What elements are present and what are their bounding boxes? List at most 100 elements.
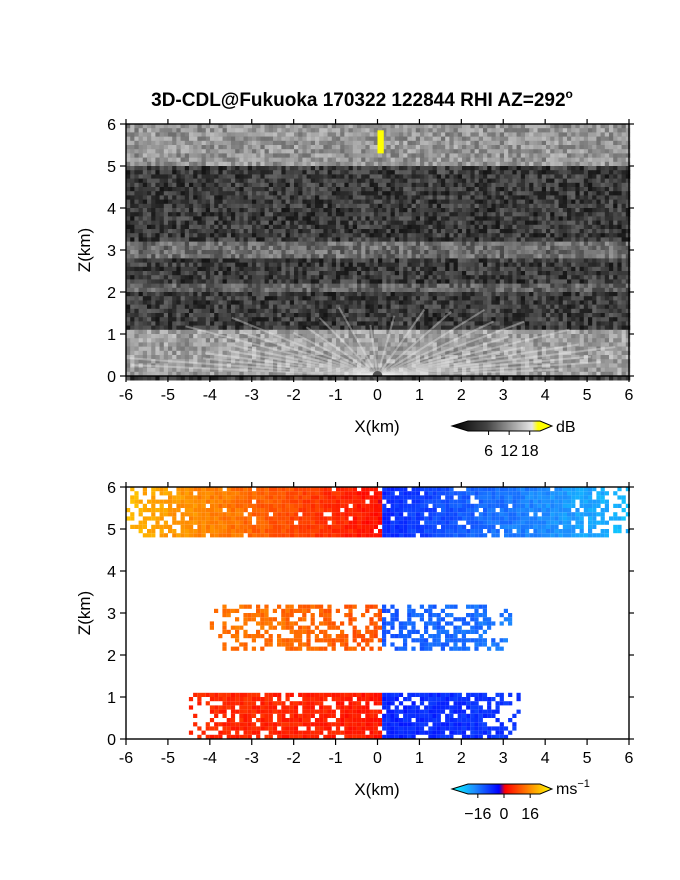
reflectivity-cell	[365, 208, 370, 213]
reflectivity-cell	[277, 136, 282, 142]
reflectivity-cell	[243, 170, 249, 175]
reflectivity-cell	[390, 208, 396, 213]
reflectivity-cell	[197, 161, 202, 167]
reflectivity-cell	[126, 296, 131, 301]
reflectivity-cell	[222, 157, 228, 163]
reflectivity-cell	[407, 216, 412, 221]
reflectivity-cell	[625, 178, 631, 184]
reflectivity-cell	[260, 182, 265, 188]
reflectivity-cell	[277, 128, 282, 133]
reflectivity-cell	[466, 145, 471, 150]
reflectivity-cell	[252, 283, 257, 289]
reflectivity-cell	[218, 178, 223, 184]
reflectivity-cell	[214, 157, 219, 163]
reflectivity-cell	[231, 224, 236, 230]
reflectivity-cell	[226, 203, 232, 209]
reflectivity-cell	[302, 191, 307, 196]
reflectivity-cell	[562, 254, 568, 259]
reflectivity-cell	[520, 153, 526, 158]
reflectivity-cell	[273, 178, 278, 184]
reflectivity-cell	[378, 124, 383, 129]
reflectivity-cell	[239, 283, 244, 289]
reflectivity-cell	[588, 224, 593, 230]
reflectivity-cell	[189, 124, 194, 129]
reflectivity-cell	[247, 250, 253, 255]
reflectivity-cell	[411, 250, 417, 255]
reflectivity-cell	[445, 182, 450, 188]
reflectivity-cell	[302, 283, 307, 289]
reflectivity-cell	[184, 216, 190, 221]
reflectivity-cell	[310, 245, 316, 251]
reflectivity-cell	[541, 241, 547, 247]
reflectivity-cell	[197, 140, 202, 146]
reflectivity-cell	[403, 296, 408, 301]
reflectivity-cell	[184, 275, 190, 280]
reflectivity-cell	[441, 174, 446, 179]
reflectivity-cell	[449, 245, 454, 251]
reflectivity-cell	[474, 271, 480, 276]
reflectivity-cell	[424, 237, 429, 242]
reflectivity-cell	[567, 229, 572, 234]
reflectivity-cell	[197, 153, 202, 158]
reflectivity-cell	[180, 136, 186, 142]
reflectivity-cell	[310, 157, 316, 163]
reflectivity-cell	[260, 216, 265, 221]
reflectivity-cell	[449, 149, 454, 154]
reflectivity-cell	[260, 292, 265, 297]
reflectivity-cell	[235, 245, 240, 251]
reflectivity-cell	[525, 250, 530, 255]
reflectivity-cell	[508, 132, 513, 137]
reflectivity-cell	[176, 170, 181, 175]
reflectivity-cell	[554, 195, 559, 200]
reflectivity-cell	[218, 233, 223, 238]
reflectivity-cell	[567, 220, 572, 226]
reflectivity-cell	[436, 203, 442, 209]
reflectivity-cell	[516, 208, 522, 213]
reflectivity-cell	[201, 220, 207, 226]
reflectivity-cell	[373, 153, 379, 158]
reflectivity-cell	[499, 187, 505, 192]
reflectivity-cell	[470, 287, 475, 293]
reflectivity-cell	[491, 233, 496, 238]
reflectivity-cell	[210, 292, 215, 297]
reflectivity-cell	[609, 283, 614, 289]
reflectivity-cell	[273, 216, 278, 221]
reflectivity-cell	[256, 136, 261, 142]
reflectivity-cell	[201, 124, 207, 129]
reflectivity-cell	[298, 224, 303, 230]
reflectivity-cell	[588, 216, 593, 221]
reflectivity-cell	[180, 182, 186, 188]
reflectivity-cell	[575, 182, 580, 188]
reflectivity-cell	[222, 275, 228, 280]
reflectivity-cell	[147, 195, 152, 200]
reflectivity-cell	[252, 262, 257, 268]
reflectivity-cell	[172, 170, 177, 175]
reflectivity-cell	[558, 224, 564, 230]
reflectivity-cell	[273, 275, 278, 280]
reflectivity-cell	[247, 145, 253, 150]
reflectivity-cell	[466, 212, 471, 217]
reflectivity-cell	[260, 275, 265, 280]
reflectivity-cell	[277, 220, 282, 226]
reflectivity-cell	[625, 187, 631, 192]
reflectivity-cell	[130, 279, 135, 284]
reflectivity-cell	[264, 187, 270, 192]
reflectivity-cell	[298, 140, 303, 146]
reflectivity-cell	[483, 283, 488, 289]
reflectivity-cell	[348, 191, 354, 196]
reflectivity-cell	[247, 241, 253, 247]
reflectivity-cell	[294, 283, 299, 289]
reflectivity-cell	[382, 250, 387, 255]
reflectivity-cell	[520, 145, 526, 150]
reflectivity-cell	[516, 153, 522, 158]
reflectivity-cell	[340, 140, 345, 146]
reflectivity-cell	[550, 241, 555, 247]
reflectivity-cell	[327, 287, 333, 293]
reflectivity-cell	[134, 271, 139, 276]
reflectivity-cell	[621, 271, 627, 276]
reflectivity-cell	[403, 266, 408, 272]
reflectivity-cell	[151, 220, 156, 226]
reflectivity-cell	[483, 254, 488, 259]
reflectivity-cell	[126, 157, 131, 163]
reflectivity-cell	[130, 208, 135, 213]
